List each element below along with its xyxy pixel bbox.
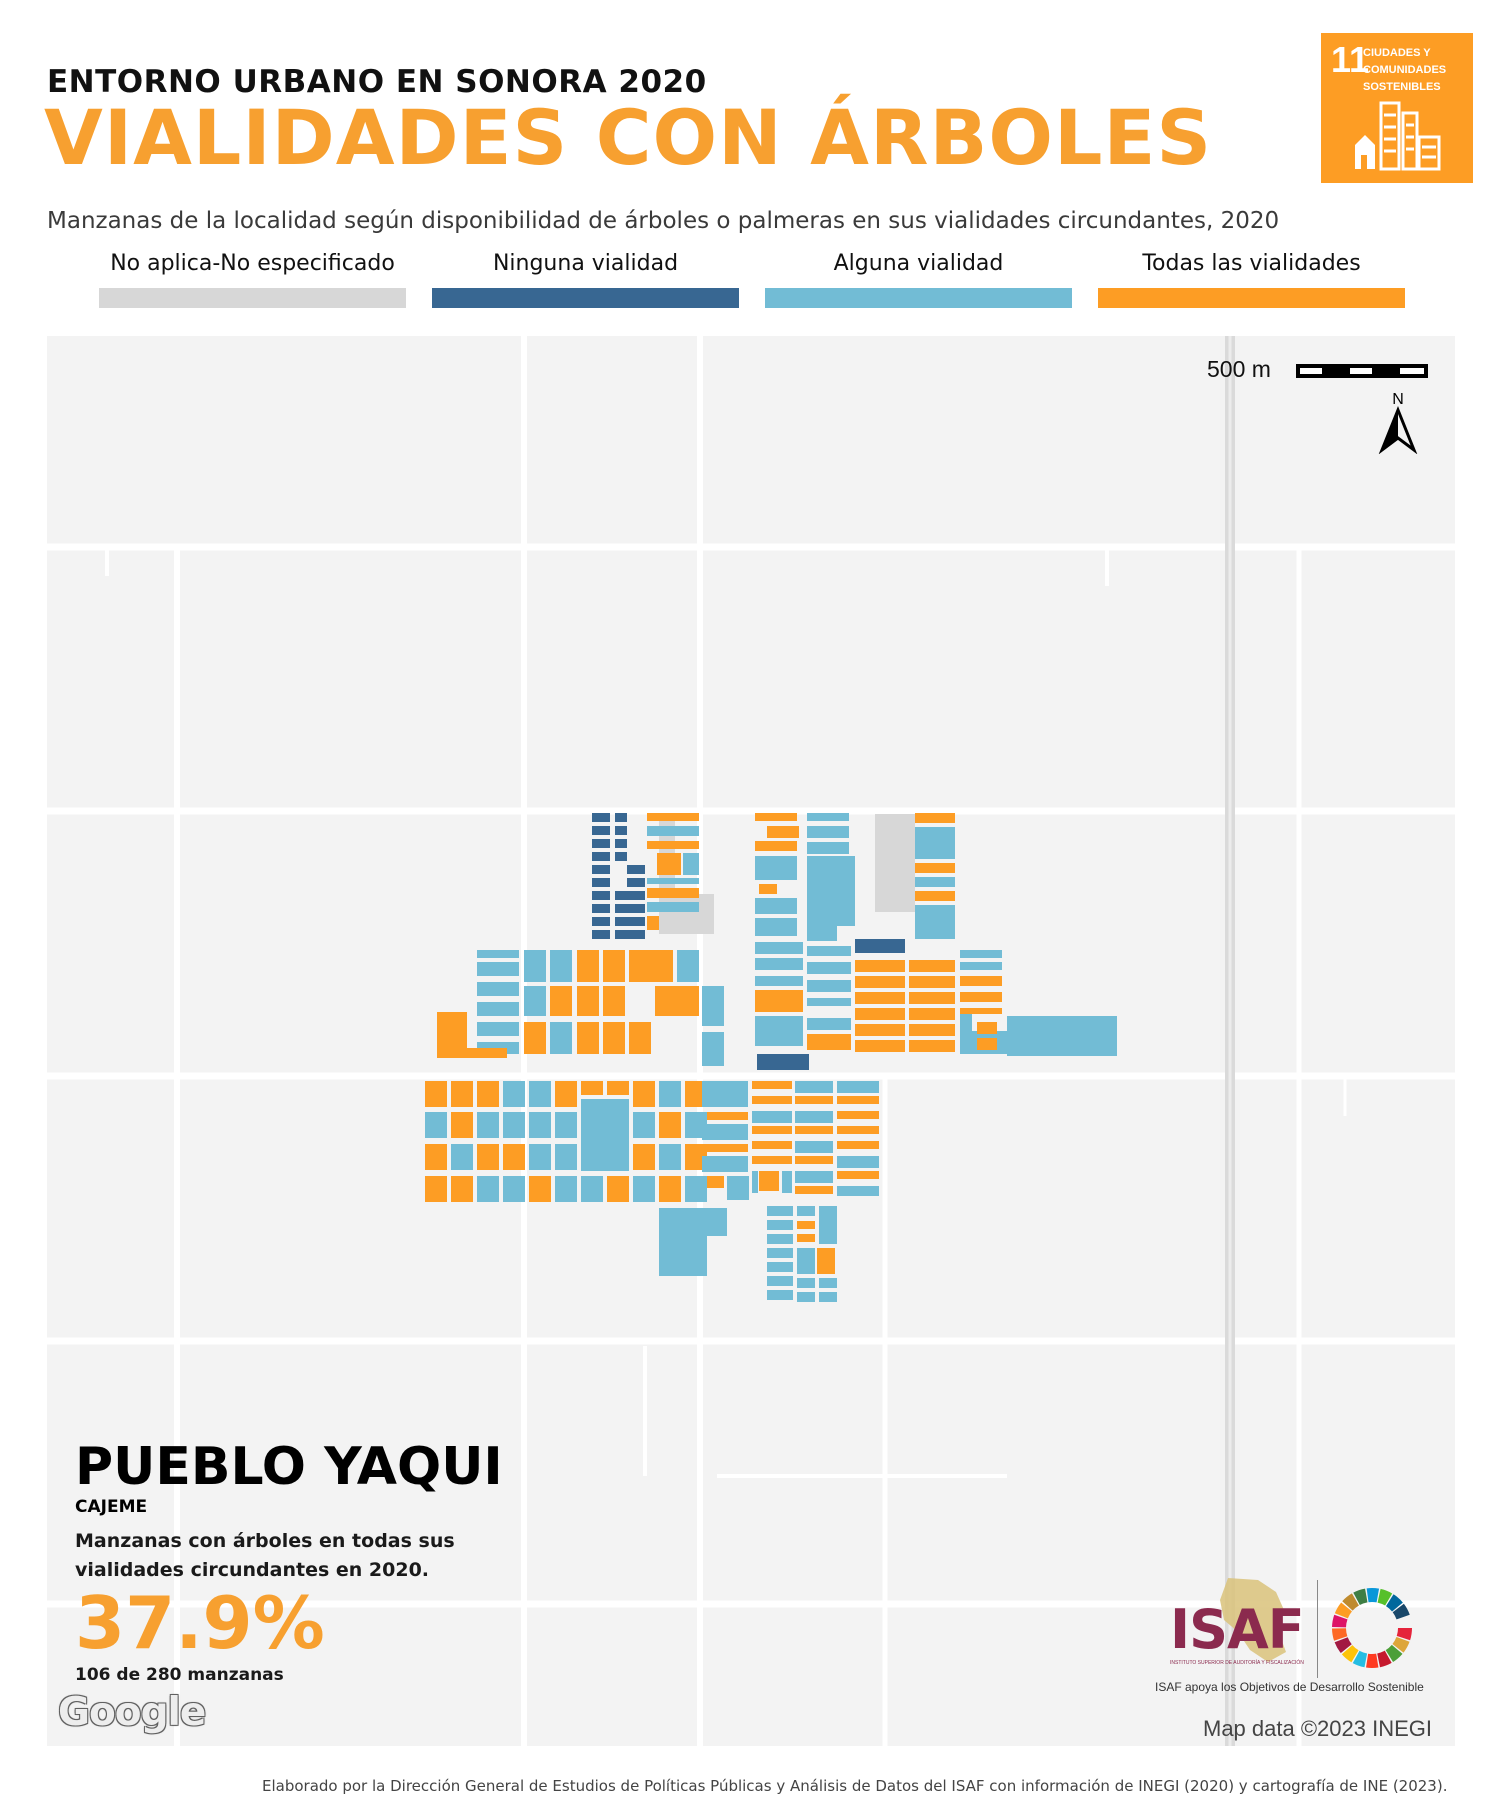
scale-bar: [1296, 364, 1428, 378]
place-count: 106 de 280 manzanas: [75, 1664, 284, 1685]
legend-item-todas: Todas las vialidades: [1098, 250, 1405, 310]
header-kicker: ENTORNO URBANO EN SONORA 2020: [47, 64, 707, 100]
legend-swatch: [765, 288, 1072, 308]
city-buildings-icon: [1355, 101, 1441, 171]
north-arrow-icon: N: [1378, 391, 1418, 454]
map-subtitle: Manzanas de la localidad según disponibi…: [47, 208, 1280, 234]
legend-item-alguna: Alguna vialidad: [765, 250, 1072, 310]
isaf-tagline: ISAF apoya los Objetivos de Desarrollo S…: [1155, 1680, 1424, 1694]
isaf-wordmark: ISAF: [1170, 1598, 1305, 1661]
place-description: Manzanas con árboles en todas sus vialid…: [75, 1529, 455, 1581]
legend-label: Alguna vialidad: [833, 251, 1004, 276]
place-summary: PUEBLO YAQUI CAJEME Manzanas con árboles…: [75, 1440, 595, 1685]
isaf-subtitle: INSTITUTO SUPERIOR DE AUDITORÍA Y FISCAL…: [1170, 1660, 1304, 1666]
legend-item-no-aplica: No aplica-No especificado: [99, 250, 406, 310]
legend-label: No aplica-No especificado: [110, 251, 395, 276]
legend: No aplica-No especificado Ninguna vialid…: [99, 250, 1409, 310]
map-data-attribution: Map data ©2023 INEGI: [1203, 1716, 1433, 1741]
legend-swatch: [432, 288, 739, 308]
isaf-logo: ISAF INSTITUTO SUPERIOR DE AUDITORÍA Y F…: [1158, 1570, 1308, 1670]
page-title: VIALIDADES CON ÁRBOLES: [44, 93, 1213, 182]
legend-item-ninguna: Ninguna vialidad: [432, 250, 739, 310]
legend-label: Ninguna vialidad: [492, 251, 679, 276]
ods-number: 11: [1331, 39, 1370, 80]
sonora-map-icon: [1220, 1578, 1286, 1662]
place-municipio: CAJEME: [75, 1496, 148, 1517]
scale-segment: [1400, 368, 1424, 374]
urban-blocks: [425, 813, 1117, 1302]
map-background: [47, 336, 1455, 1746]
ods-label: CIUDADES Y COMUNIDADES SOSTENIBLES: [1363, 47, 1447, 93]
north-label: N: [1392, 391, 1404, 408]
logo-divider: [1317, 1580, 1318, 1678]
legend-swatch: [1098, 288, 1405, 308]
place-percent: 37.9%: [75, 1580, 325, 1665]
scale-label: 500 m: [1207, 356, 1271, 382]
sdg-wheel-icon: [1332, 1588, 1412, 1668]
footer-credit: Elaborado por la Dirección General de Es…: [262, 1777, 1448, 1795]
place-name: PUEBLO YAQUI: [75, 1437, 503, 1497]
ods-11-badge: 11 CIUDADES Y COMUNIDADES SOSTENIBLES: [1321, 33, 1473, 183]
legend-swatch: [99, 288, 406, 308]
scale-segment: [1350, 368, 1372, 374]
google-logo: Google: [58, 1690, 206, 1735]
scale-segment: [1300, 368, 1322, 374]
legend-label: Todas las vialidades: [1142, 251, 1361, 276]
map-canvas[interactable]: [47, 336, 1455, 1746]
